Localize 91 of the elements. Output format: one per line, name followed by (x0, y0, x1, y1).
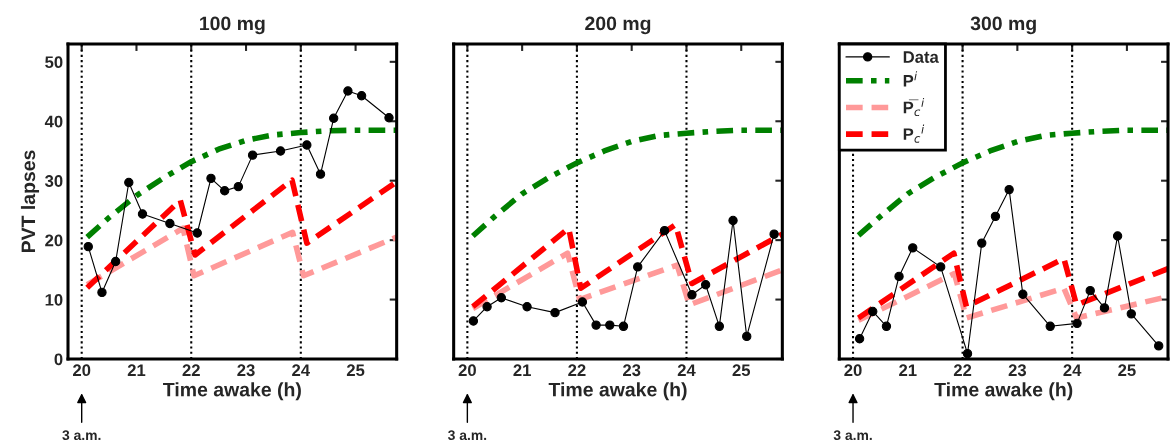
point (110, 256, 121, 267)
x-tick-label: 21 (127, 364, 146, 376)
x-tick-label: 24 (1063, 364, 1082, 376)
point (275, 146, 286, 156)
point (315, 169, 326, 179)
point (482, 302, 492, 312)
point (700, 280, 711, 290)
text: 3 a.m. (447, 430, 487, 441)
point (742, 331, 752, 342)
legend-label: P$^{i}$ (903, 71, 918, 87)
x-tick-label: 20 (844, 364, 862, 377)
point (343, 86, 353, 96)
point (219, 186, 230, 196)
legend-label: P$_{c}$$^{i}$ (903, 124, 925, 143)
x-tick-label: 24 (292, 364, 310, 376)
point (659, 225, 670, 236)
point (1072, 318, 1082, 329)
x-tick-label: 25 (346, 364, 365, 377)
legend-label: P̅$_{c}$$^{i}$ (903, 97, 925, 117)
point (1112, 231, 1123, 241)
point (935, 262, 946, 272)
point (618, 321, 629, 331)
x-tick-label: 25 (1118, 364, 1136, 377)
y-tick-label: 40 (44, 115, 63, 128)
point (233, 181, 244, 192)
text: 3 a.m. (833, 430, 872, 441)
point (137, 209, 148, 219)
y-tick-label: 20 (45, 234, 63, 247)
point (591, 320, 601, 330)
point (302, 140, 312, 150)
x-tick-label: 25 (732, 364, 751, 377)
x-tick-label: 22 (953, 364, 972, 376)
point (962, 348, 973, 359)
chart-title: 100 mg (200, 16, 265, 35)
x-tick-label: 23 (237, 364, 255, 377)
point (165, 218, 175, 229)
y-tick-label: 30 (44, 175, 63, 187)
x-tick-label: 21 (899, 364, 917, 376)
y-tick-label: 50 (45, 56, 63, 69)
y-tick-label: 0 (54, 353, 63, 366)
point (728, 215, 738, 226)
x-tick-label: 24 (677, 364, 696, 376)
point (356, 91, 367, 101)
x-tick-label: 23 (1008, 364, 1027, 377)
x-axis-title: Time awake (h) (163, 382, 301, 401)
point (206, 173, 216, 184)
point (854, 334, 865, 344)
x-tick-label: 23 (623, 364, 641, 377)
point (1018, 289, 1028, 299)
x-tick-label: 20 (73, 364, 91, 377)
point (687, 290, 697, 300)
point (384, 113, 394, 123)
chart-title: 200 mg (585, 16, 651, 35)
point (1154, 341, 1164, 351)
y-tick-label: 10 (45, 293, 63, 306)
point (633, 262, 643, 272)
point (247, 150, 258, 160)
point (468, 316, 479, 326)
text: 3 a.m. (62, 430, 101, 441)
point (977, 238, 987, 248)
point (1004, 184, 1014, 195)
chart-title: 300 mg (970, 16, 1036, 35)
point (714, 321, 725, 331)
point (97, 287, 107, 298)
point (990, 211, 1001, 222)
point (605, 320, 615, 330)
x-tick-label: 22 (182, 364, 200, 376)
point (1099, 303, 1110, 313)
point (550, 307, 560, 318)
point (496, 293, 507, 303)
point (894, 271, 904, 282)
point (577, 297, 588, 307)
point (881, 321, 892, 331)
point (1126, 309, 1136, 319)
point (522, 302, 532, 312)
x-tick-label: 20 (458, 364, 476, 377)
x-tick-label: 21 (513, 364, 531, 376)
point (1045, 321, 1055, 331)
point (83, 241, 93, 252)
point (328, 113, 339, 123)
y-axis-title: PVT lapses (20, 150, 40, 253)
x-axis-title: Time awake (h) (934, 382, 1073, 401)
point (192, 228, 202, 238)
point (1085, 285, 1095, 296)
x-axis-title: Time awake (h) (548, 382, 687, 401)
point (769, 229, 779, 239)
x-tick-label: 22 (568, 364, 586, 376)
point (124, 177, 134, 188)
point (908, 243, 918, 253)
point (868, 306, 878, 317)
legend-label: Data (903, 51, 939, 63)
